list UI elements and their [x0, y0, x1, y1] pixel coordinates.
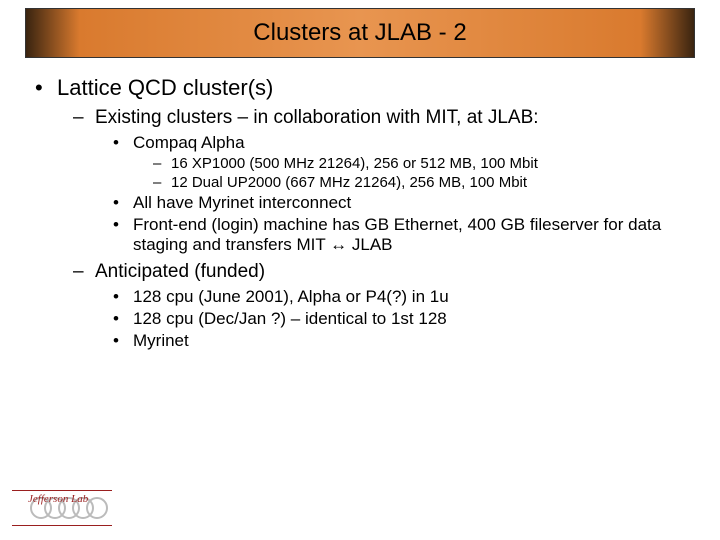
bullet-level-3: • 128 cpu (Dec/Jan ?) – identical to 1st…: [113, 309, 685, 329]
bullet-dot: •: [113, 309, 133, 329]
bullet-level-3: • Compaq Alpha: [113, 133, 685, 153]
bullet-level-1: • Lattice QCD cluster(s): [35, 75, 685, 101]
bullet-dot: •: [113, 287, 133, 307]
bullet-level-3: • Front-end (login) machine has GB Ether…: [113, 215, 685, 255]
bullet-dot: •: [113, 133, 133, 153]
bullet-text: Anticipated (funded): [95, 261, 265, 283]
bullet-text: Compaq Alpha: [133, 133, 245, 153]
bullet-level-3: • 128 cpu (June 2001), Alpha or P4(?) in…: [113, 287, 685, 307]
bullet-text: All have Myrinet interconnect: [133, 193, 351, 213]
bullet-level-4: – 16 XP1000 (500 MHz 21264), 256 or 512 …: [153, 155, 685, 172]
bullet-text: Front-end (login) machine has GB Etherne…: [133, 215, 685, 255]
bullet-text: 16 XP1000 (500 MHz 21264), 256 or 512 MB…: [171, 155, 538, 172]
bullet-dot: •: [35, 75, 57, 101]
bullet-dot: •: [113, 193, 133, 213]
bullet-dash: –: [73, 107, 95, 129]
bullet-level-3: • Myrinet: [113, 331, 685, 351]
slide-content: • Lattice QCD cluster(s) – Existing clus…: [35, 75, 685, 353]
title-bar: Clusters at JLAB - 2: [25, 8, 695, 58]
bullet-text: 12 Dual UP2000 (667 MHz 21264), 256 MB, …: [171, 174, 527, 191]
bullet-text: Existing clusters – in collaboration wit…: [95, 107, 539, 129]
bullet-dash: –: [153, 155, 171, 172]
bullet-text: 128 cpu (June 2001), Alpha or P4(?) in 1…: [133, 287, 449, 307]
jefferson-lab-logo: Jefferson Lab: [22, 488, 117, 528]
bullet-level-3: • All have Myrinet interconnect: [113, 193, 685, 213]
bullet-text: 128 cpu (Dec/Jan ?) – identical to 1st 1…: [133, 309, 447, 329]
bullet-text: Myrinet: [133, 331, 189, 351]
bullet-dash: –: [73, 261, 95, 283]
bullet-dash: –: [153, 174, 171, 191]
slide-title: Clusters at JLAB - 2: [253, 19, 466, 47]
bullet-level-2: – Anticipated (funded): [73, 261, 685, 283]
bullet-dot: •: [113, 215, 133, 255]
logo-line: [12, 525, 112, 526]
bullet-text: Lattice QCD cluster(s): [57, 75, 273, 101]
logo-line: [12, 490, 112, 491]
logo-text: Jefferson Lab: [28, 493, 88, 505]
bullet-dot: •: [113, 331, 133, 351]
bullet-level-4: – 12 Dual UP2000 (667 MHz 21264), 256 MB…: [153, 174, 685, 191]
bullet-level-2: – Existing clusters – in collaboration w…: [73, 107, 685, 129]
